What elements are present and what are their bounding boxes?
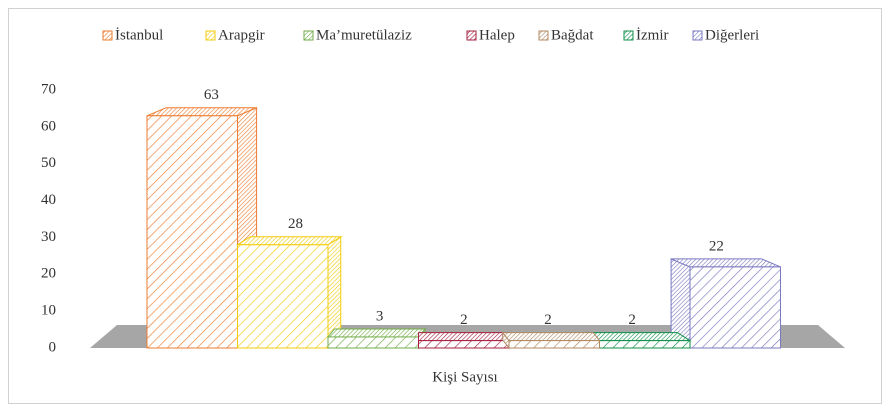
bar-top [419, 333, 510, 341]
bar-front [419, 341, 510, 348]
data-label: 22 [709, 238, 724, 254]
y-tick-label: 70 [41, 81, 56, 97]
legend-swatch [467, 31, 476, 40]
bar-top [671, 259, 780, 267]
bar [328, 329, 425, 348]
data-label: 28 [288, 216, 303, 232]
legend-swatch [693, 31, 702, 40]
bar-top [238, 237, 341, 245]
data-label: 2 [460, 312, 468, 328]
legend-label: Arapgir [218, 27, 265, 43]
y-tick-label: 10 [41, 303, 56, 319]
data-label: 3 [376, 308, 384, 324]
legend-item: Ma’muretülaziz [304, 27, 412, 43]
bar-top [328, 329, 425, 337]
bar-front [509, 341, 600, 348]
y-tick-label: 50 [41, 155, 56, 171]
legend-label: İzmir [636, 27, 668, 43]
legend-swatch [624, 31, 633, 40]
bar [671, 259, 780, 348]
bar-top [503, 333, 600, 341]
legend-swatch [103, 31, 112, 40]
legend-swatch [304, 31, 313, 40]
data-label: 2 [628, 312, 636, 328]
y-tick-label: 0 [49, 339, 57, 355]
legend-swatch [206, 31, 215, 40]
bar [587, 333, 690, 348]
legend-swatch [539, 31, 548, 40]
bar-front [690, 267, 781, 348]
data-label: 2 [544, 312, 552, 328]
bar-front [238, 245, 329, 348]
y-tick-label: 20 [41, 266, 56, 282]
bar-front [600, 341, 691, 348]
bar [503, 333, 600, 348]
legend-label: Ma’muretülaziz [316, 27, 412, 43]
legend-label: Bağdat [551, 27, 594, 43]
bar [238, 237, 341, 348]
data-label: 63 [204, 87, 219, 103]
bar [419, 333, 510, 348]
x-tick-label: Kişi Sayısı [432, 369, 497, 385]
legend-label: Halep [479, 27, 515, 43]
legend-label: Diğerleri [705, 27, 759, 43]
y-tick-label: 40 [41, 192, 56, 208]
bar-top [587, 333, 690, 341]
bar-front [328, 337, 419, 348]
bar-front [147, 116, 238, 348]
bar-top [147, 108, 257, 116]
y-tick-label: 30 [41, 229, 56, 245]
y-tick-label: 60 [41, 118, 56, 134]
legend-label: İstanbul [115, 27, 163, 43]
